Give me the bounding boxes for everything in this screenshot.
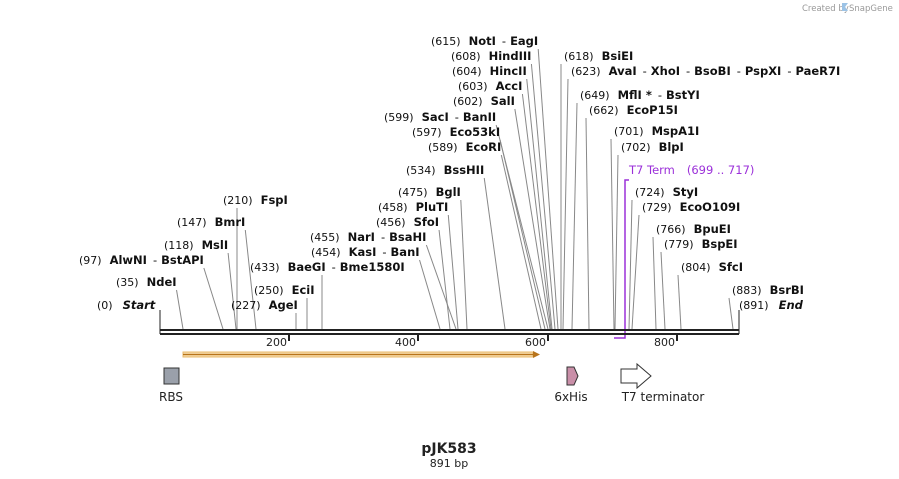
snapgene-logo-icon [842, 3, 848, 11]
6xhis-feature-arrow[interactable] [566, 366, 579, 386]
enzyme-connector-line [495, 124, 549, 330]
enzyme-connector-line [244, 229, 257, 330]
enzyme-label[interactable]: (603) AccI [458, 79, 522, 93]
enzyme-connector-line [628, 199, 633, 330]
enzyme-connector-line [562, 78, 569, 330]
enzyme-label[interactable]: (118) MslI [164, 238, 228, 252]
enzyme-label[interactable]: (604) HincII [452, 64, 527, 78]
enzyme-label[interactable]: (618) BsiEI [564, 49, 633, 63]
created-by-text: Created by [802, 4, 849, 14]
enzyme-label[interactable]: (454) KasI - BanI [311, 245, 420, 259]
orf-arrow[interactable] [182, 351, 540, 358]
enzyme-label[interactable]: (589) EcoRI [428, 140, 501, 154]
t7-terminator-label: T7 terminator [621, 390, 705, 404]
enzyme-label[interactable]: (804) SfcI [681, 260, 743, 274]
enzyme-connector-line [610, 138, 615, 330]
enzyme-connector-line [227, 252, 237, 330]
enzyme-label[interactable]: (649) MflI * - BstYI [580, 88, 700, 102]
enzyme-connector-line [176, 289, 184, 330]
enzyme-label[interactable]: (0) Start [97, 298, 156, 312]
enzyme-connector-line [526, 78, 553, 330]
enzyme-label[interactable]: (702) BlpI [621, 140, 684, 154]
axis-tick-label: 200 [266, 336, 287, 349]
axis-ticks: 200 400 600 800 [266, 334, 678, 349]
enzyme-label[interactable]: (615) NotI - EagI [431, 34, 538, 48]
enzyme-connector-line [530, 63, 556, 330]
enzyme-connector-lines [176, 48, 734, 330]
enzyme-connector-line [521, 93, 552, 330]
enzyme-label[interactable]: (701) MspA1I [614, 124, 699, 138]
enzyme-label[interactable]: (724) StyI [635, 185, 698, 199]
enzyme-label[interactable]: (599) SacI - BanII [384, 110, 496, 124]
plasmid-size: 891 bp [430, 457, 468, 470]
enzyme-connector-line [614, 154, 619, 330]
enzyme-connector-line [419, 259, 441, 330]
enzyme-label[interactable]: (455) NarI - BsaHI [310, 230, 426, 244]
rbs-feature-box[interactable] [163, 367, 180, 385]
enzyme-label[interactable]: (608) HindIII [451, 49, 531, 63]
enzyme-connector-line [677, 274, 682, 330]
enzyme-label[interactable]: (147) BmrI [177, 215, 245, 229]
enzyme-label[interactable]: (227) AgeI [231, 298, 298, 312]
enzyme-connector-line [537, 48, 559, 330]
enzyme-connector-line [631, 214, 640, 330]
axis-tick-label: 800 [654, 336, 675, 349]
enzyme-connector-line [514, 108, 551, 330]
enzyme-connector-line [660, 251, 666, 330]
enzyme-connector-line [500, 154, 542, 330]
enzyme-label[interactable]: (597) Eco53kI [412, 125, 500, 139]
enzyme-connector-line [438, 229, 451, 330]
enzyme-label[interactable]: (210) FspI [223, 193, 288, 207]
enzyme-label[interactable]: (475) BglI [398, 185, 461, 199]
enzyme-label[interactable]: (433) BaeGI - Bme1580I [250, 260, 405, 274]
enzyme-connector-line [425, 244, 457, 330]
axis-tick-label: 400 [395, 336, 416, 349]
enzyme-label[interactable]: (35) NdeI [116, 275, 177, 289]
enzyme-label[interactable]: (458) PluTI [378, 200, 448, 214]
enzyme-connector-line [571, 102, 578, 330]
6xhis-label: 6xHis [554, 390, 587, 404]
enzyme-connector-line [652, 236, 657, 330]
enzyme-label[interactable]: (97) AlwNI - BstAPI [79, 253, 204, 267]
enzyme-connector-line [585, 117, 590, 330]
enzyme-connector-line [203, 267, 224, 330]
enzyme-label[interactable]: (534) BssHII [406, 163, 484, 177]
enzyme-label[interactable]: (250) EciI [254, 283, 315, 297]
t7-term-bracket [614, 179, 629, 339]
enzyme-label[interactable]: (456) SfoI [376, 215, 439, 229]
snapgene-brand-text: SnapGene [849, 4, 893, 14]
enzyme-connector-line [483, 177, 506, 330]
rbs-label: RBS [159, 390, 183, 404]
enzyme-label[interactable]: (779) BspEI [664, 237, 738, 251]
enzyme-label[interactable]: (623) AvaI - XhoI - BsoBI - PspXI - PaeR7I [571, 64, 840, 78]
enzyme-label[interactable]: (766) BpuEI [656, 222, 731, 236]
enzyme-connector-line [460, 199, 468, 330]
t7-terminator-feature-arrow[interactable] [620, 362, 652, 390]
enzyme-label[interactable]: (662) EcoP15I [589, 103, 678, 117]
enzyme-label[interactable]: (729) EcoO109I [642, 200, 740, 214]
enzyme-connector-line [728, 297, 734, 330]
enzyme-label[interactable]: (891) End [739, 298, 804, 312]
axis-tick-label: 600 [525, 336, 546, 349]
plasmid-name: pJK583 [421, 441, 476, 457]
enzyme-label[interactable]: (883) BsrBI [732, 283, 804, 297]
t7-term-label[interactable]: T7 Term (699 .. 717) [628, 163, 754, 177]
enzyme-connector-line [447, 214, 459, 330]
enzyme-label[interactable]: (602) SalI [453, 94, 515, 108]
enzyme-labels: (0) Start (35) NdeI (97) AlwNI - BstAPI(118) Msl… [79, 34, 840, 312]
